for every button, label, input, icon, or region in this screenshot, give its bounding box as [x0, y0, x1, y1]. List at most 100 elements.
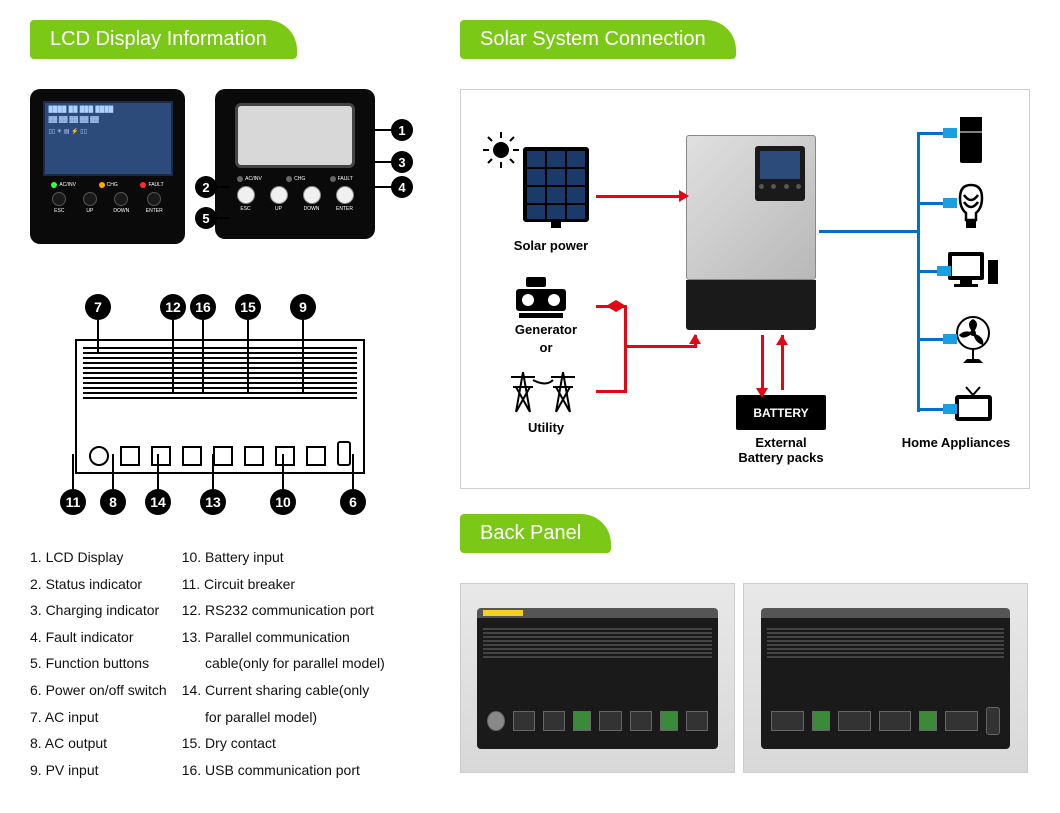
back-panel-section: Back Panel [460, 514, 1030, 773]
button-row: ESCUPDOWNENTER [225, 186, 365, 212]
callout-line [282, 454, 284, 489]
arrow-icon [776, 335, 788, 345]
legend-item: 11. Circuit breaker [182, 571, 385, 598]
sun-icon [481, 130, 521, 170]
legend-item: 12. RS232 communication port [182, 597, 385, 624]
legend-item: 3. Charging indicator [30, 597, 167, 624]
unit-photo [761, 608, 1010, 749]
callout-line [72, 454, 74, 489]
callout-line [352, 454, 354, 489]
legend-item: 6. Power on/off switch [30, 677, 167, 704]
hw-button: DOWN [303, 186, 321, 212]
port [213, 446, 233, 466]
ports-row [83, 406, 357, 466]
legend-item: cable(only for parallel model) [182, 650, 385, 677]
vents [767, 628, 1004, 658]
legend-item: 15. Dry contact [182, 730, 385, 757]
label-appliances: Home Appliances [891, 435, 1021, 450]
callout-bubble: 9 [290, 294, 316, 320]
wire-red [761, 335, 764, 390]
arrow-icon [689, 334, 701, 344]
arrow-icon [679, 190, 689, 202]
legend-col-1: 1. LCD Display2. Status indicator3. Char… [30, 544, 167, 783]
legend: 1. LCD Display2. Status indicator3. Char… [30, 544, 430, 783]
callout-bubble: 3 [391, 151, 413, 173]
callout-bubble: 4 [391, 176, 413, 198]
inverter-unit [686, 135, 816, 330]
ports [771, 704, 1000, 739]
arrow-icon [606, 300, 616, 312]
callout-bubble: 12 [160, 294, 186, 320]
plug-icon [943, 334, 957, 344]
port [244, 446, 264, 466]
label-utility: Utility [511, 420, 581, 435]
callout-bubble: 14 [145, 489, 171, 515]
led-indicator: FAULT [330, 176, 353, 182]
callout-line [370, 186, 392, 188]
arrow-icon [756, 388, 768, 398]
hw-button: ENTER [146, 192, 163, 214]
bp-body [75, 339, 365, 474]
led-indicator: FAULT [140, 182, 163, 188]
vents [483, 628, 711, 658]
solar-connection-diagram: Solar power Generator or Utility [460, 89, 1030, 489]
wire-red [596, 390, 626, 393]
port [151, 446, 171, 466]
port [306, 446, 326, 466]
tv-icon [951, 385, 996, 425]
vents [83, 347, 357, 402]
callout-bubble: 2 [195, 176, 217, 198]
callout-bubble: 13 [200, 489, 226, 515]
callout-line [172, 320, 174, 394]
port [337, 441, 351, 466]
legend-item: 10. Battery input [182, 544, 385, 571]
legend-item: 2. Status indicator [30, 571, 167, 598]
hw-button: UP [270, 186, 288, 212]
port [120, 446, 140, 466]
callout-line [370, 129, 392, 131]
legend-item: for parallel model) [182, 704, 385, 731]
wire-red [624, 305, 627, 393]
legend-item: 4. Fault indicator [30, 624, 167, 651]
lcd-panel-1: ████ ██ ███ ████ ▓▓ ▓▓ ▓▓ ▓▓ ▓▓ ▯▯ ☀ ▤ ⚡… [30, 89, 185, 244]
lcd-panels-row: ████ ██ ███ ████ ▓▓ ▓▓ ▓▓ ▓▓ ▓▓ ▯▯ ☀ ▤ ⚡… [30, 89, 430, 244]
led-indicator: AC/INV [237, 176, 262, 182]
legend-item: 7. AC input [30, 704, 167, 731]
wire-blue [819, 230, 919, 233]
led-indicator: AC/INV [51, 182, 76, 188]
bulb-icon [954, 180, 988, 230]
wire-red [624, 345, 696, 348]
hw-button: DOWN [113, 192, 129, 214]
unit-photo [477, 608, 717, 749]
label-generator: Generator [501, 322, 591, 337]
led-row: AC/INVCHGFAULT [225, 176, 365, 182]
battery-box-label: BATTERY [753, 406, 808, 420]
hw-button: UP [83, 192, 97, 214]
lcd-panel-2-wrap: AC/INVCHGFAULT ESCUPDOWNENTER 13425 [215, 89, 415, 244]
legend-item: 9. PV input [30, 757, 167, 784]
callout-bubble: 7 [85, 294, 111, 320]
plug-icon [943, 198, 957, 208]
wire-red [596, 195, 681, 198]
legend-item: 1. LCD Display [30, 544, 167, 571]
callout-line [202, 320, 204, 394]
label-battery: External Battery packs [726, 435, 836, 465]
blank-screen [235, 103, 355, 168]
callout-line [370, 161, 392, 163]
back-panel-diagram: 712161591181413106 [30, 294, 400, 514]
computer-icon [946, 250, 1001, 295]
callout-bubble: 1 [391, 119, 413, 141]
bp-photos [460, 583, 1030, 773]
callout-bubble: 16 [190, 294, 216, 320]
label-solar: Solar power [501, 238, 601, 253]
hw-button: ESC [52, 192, 66, 214]
callout-bubble: 8 [100, 489, 126, 515]
legend-item: 14. Current sharing cable(only [182, 677, 385, 704]
callout-line [217, 217, 229, 219]
wire-blue [917, 132, 945, 135]
callout-line [97, 320, 99, 354]
callout-line [217, 186, 229, 188]
callout-bubble: 6 [340, 489, 366, 515]
generator-icon [511, 275, 571, 320]
plug-icon [937, 266, 951, 276]
